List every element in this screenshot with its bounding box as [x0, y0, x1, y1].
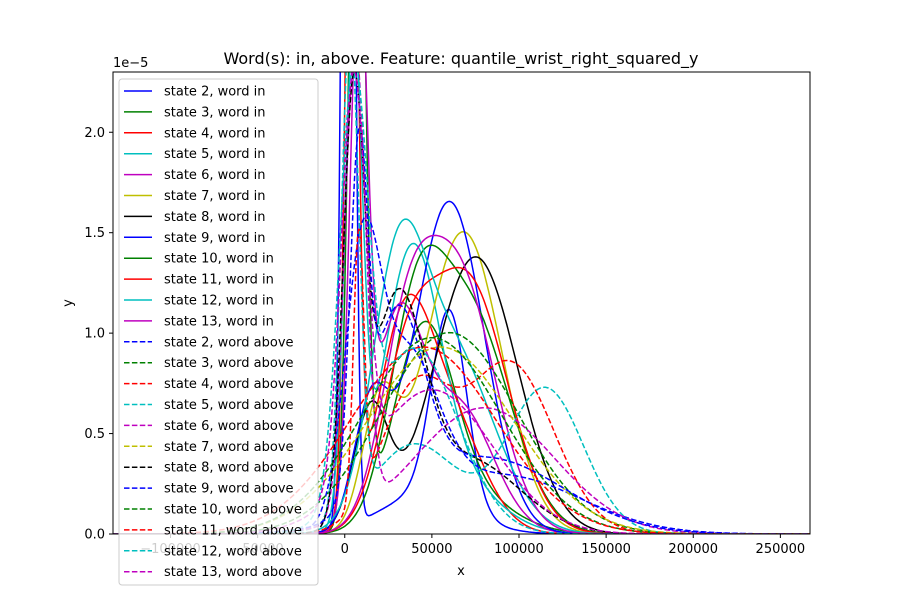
- legend-label: state 3, word above: [164, 356, 294, 371]
- series-line-7: [113, 256, 810, 534]
- legend-label: state 9, word above: [164, 482, 294, 497]
- y-tick-label: 1.5: [84, 226, 105, 241]
- x-tick-label: 50000: [411, 542, 452, 557]
- x-tick-label: 100000: [494, 542, 544, 557]
- series-line-15: [113, 227, 810, 534]
- x-tick-label: 200000: [668, 542, 718, 557]
- legend-label: state 4, word above: [164, 377, 294, 392]
- y-offset-label: 1e−5: [113, 56, 148, 71]
- legend-label: state 10, word above: [164, 503, 302, 518]
- legend-label: state 12, word in: [164, 294, 274, 309]
- series-line-12: [113, 234, 810, 534]
- plot-frame: [112, 71, 811, 535]
- legend: state 2, word in state 3, word in state 4,…: [118, 78, 319, 586]
- legend-label: state 11, word above: [164, 523, 302, 538]
- series-line-19: [113, 72, 810, 534]
- legend-label: state 5, word above: [164, 398, 294, 413]
- series-line-23: [113, 72, 810, 534]
- legend-label: state 7, word above: [164, 440, 294, 455]
- y-axis-ticks: 0.0 0.5 1.0 1.5 2.0: [84, 126, 113, 543]
- series-line-9: [113, 244, 810, 534]
- legend-label: state 12, word above: [164, 544, 302, 559]
- x-tick-label: 150000: [581, 542, 631, 557]
- y-tick-label: 0.5: [84, 427, 105, 442]
- legend-label: state 8, word above: [164, 461, 294, 476]
- legend-label: state 2, word above: [164, 335, 294, 350]
- legend-label: state 9, word in: [164, 231, 266, 246]
- x-axis-label: x: [457, 564, 465, 579]
- series-line-8: [113, 200, 810, 534]
- series-line-11: [113, 218, 810, 534]
- series-line-5: [113, 72, 810, 534]
- legend-box: [118, 78, 319, 586]
- legend-label: state 5, word in: [164, 147, 266, 162]
- x-tick-label: 250000: [756, 542, 806, 557]
- legend-label: state 6, word above: [164, 419, 294, 434]
- legend-label: state 3, word in: [164, 105, 266, 120]
- legend-label: state 6, word in: [164, 168, 266, 183]
- y-axis-label: y: [61, 299, 76, 307]
- legend-label: state 7, word in: [164, 189, 266, 204]
- legend-label: state 13, word in: [164, 314, 274, 329]
- legend-label: state 4, word in: [164, 126, 266, 141]
- y-tick-label: 1.0: [84, 327, 105, 342]
- y-tick-label: 2.0: [84, 126, 105, 141]
- series-line-6: [113, 230, 810, 534]
- series-line-10: [113, 266, 810, 534]
- y-tick-label: 0.0: [84, 528, 105, 543]
- legend-label: state 10, word in: [164, 252, 274, 267]
- legend-label: state 8, word in: [164, 210, 266, 225]
- chart-title: Word(s): in, above. Feature: quantile_wr…: [223, 49, 698, 69]
- x-tick-label: 0: [341, 542, 349, 557]
- legend-label: state 2, word in: [164, 85, 266, 100]
- legend-label: state 13, word above: [164, 565, 302, 580]
- legend-label: state 11, word in: [164, 273, 274, 288]
